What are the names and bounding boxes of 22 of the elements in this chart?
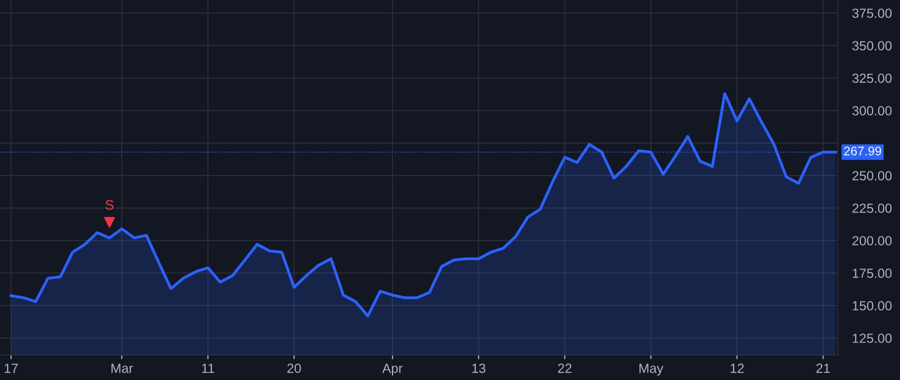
data-label: S: [106, 200, 114, 210]
y-tick-label: 325.00: [852, 74, 892, 83]
x-tick-label: 12: [730, 364, 744, 373]
x-tick-label: 17: [4, 364, 18, 373]
x-tick-label: 21: [816, 364, 830, 373]
ref-line-label: 267.99: [844, 146, 882, 156]
y-tick-label: 200.00: [852, 236, 892, 246]
y-tick-label: 150.00: [852, 301, 892, 310]
y-tick-label: 250.00: [852, 171, 892, 180]
x-tick-label: Apr: [382, 364, 403, 376]
x-tick-label: 11: [202, 364, 214, 373]
x-tick-label: 22: [558, 364, 572, 373]
x-tick-label: 13: [472, 364, 486, 373]
y-tick-label: 300.00: [852, 106, 892, 116]
y-tick-label: 125.00: [852, 334, 892, 343]
y-tick-label: 175.00: [852, 268, 892, 278]
y-tick-label: 350.00: [852, 41, 892, 50]
y-tick-label: 225.00: [852, 204, 892, 213]
x-tick-label: May: [640, 364, 664, 376]
x-tick-label: 20: [287, 364, 301, 373]
x-tick-label: Mar: [112, 364, 133, 373]
y-tick-label: 375.00: [852, 8, 892, 18]
